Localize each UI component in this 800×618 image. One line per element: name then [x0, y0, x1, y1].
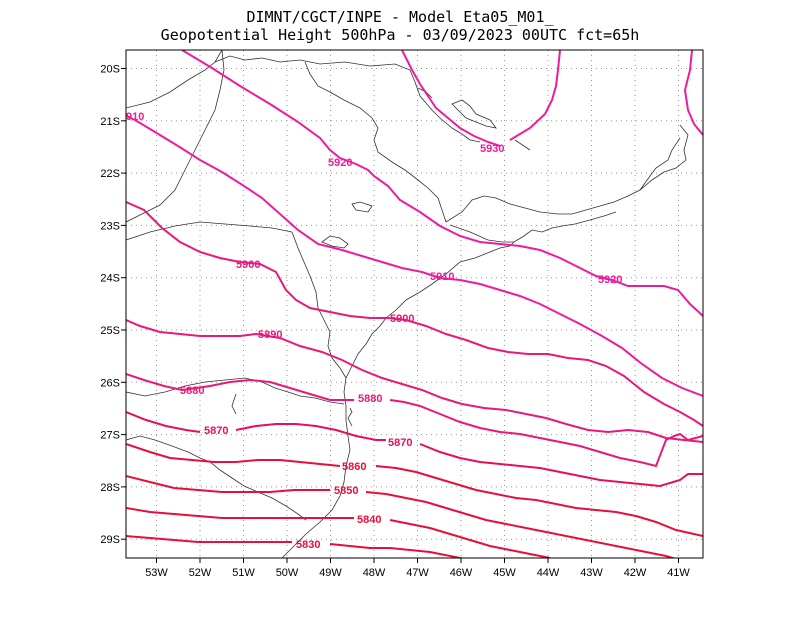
lon-label: 49W	[319, 567, 342, 579]
coastline-and-borders	[126, 50, 689, 558]
contour-5930-far-east	[683, 50, 703, 136]
lat-label: 27S	[100, 430, 120, 442]
longitude-labels: 53W 52W 51W 50W 49W 48W 47W 46W 45W 44W 43W 42W 41W	[145, 567, 690, 579]
contour-label-group: 910 5930 5920 5910 5920 5900 5900 5890 5…	[126, 111, 622, 551]
contour-5860-east	[375, 465, 703, 537]
contour-label: 5880	[358, 393, 382, 405]
map-title-line1: DIMNT/CGCT/INPE - Model Eta05_M01_	[246, 8, 554, 26]
contour-label: 5910	[430, 271, 454, 283]
lon-label: 50W	[276, 567, 299, 579]
contour-5890	[126, 319, 703, 443]
lat-label: 22S	[100, 168, 120, 180]
lat-label: 20S	[100, 64, 120, 76]
contour-5900	[126, 201, 703, 427]
lon-label: 48W	[363, 567, 386, 579]
lat-label: 29S	[100, 534, 120, 546]
contour-5930-west	[401, 50, 501, 147]
map-title-line2: Geopotential Height 500hPa - 03/09/2023 …	[160, 26, 640, 44]
contour-label: 5850	[334, 485, 358, 497]
lat-label: 26S	[100, 377, 120, 389]
contour-5850-west	[126, 475, 330, 493]
lat-label: 24S	[100, 273, 120, 285]
contour-5850-east	[365, 491, 677, 558]
contour-5870-east	[419, 443, 703, 488]
lat-lon-grid	[126, 50, 703, 558]
contour-label: 5890	[258, 329, 282, 341]
contour-5830-east	[329, 543, 466, 558]
contour-label: 5840	[357, 514, 381, 526]
contour-5840-east	[389, 519, 551, 558]
contour-label: 5920	[328, 157, 352, 169]
lon-label: 43W	[580, 567, 603, 579]
lon-label: 47W	[406, 567, 429, 579]
lon-label: 42W	[624, 567, 647, 579]
map-frame	[125, 49, 704, 559]
lon-label: 52W	[189, 567, 212, 579]
contour-label: 5870	[388, 437, 412, 449]
contour-label: 5880	[180, 385, 204, 397]
lon-label: 51W	[232, 567, 255, 579]
contour-5870-mid	[235, 423, 386, 441]
lon-label: 44W	[537, 567, 560, 579]
contour-label: 5900	[390, 313, 414, 325]
contour-label: 5920	[598, 274, 622, 286]
contour-label: 5930	[480, 143, 504, 155]
contour-5880-east	[389, 399, 703, 468]
contour-label: 5830	[296, 539, 320, 551]
contour-5830-west	[126, 535, 292, 543]
lon-label: 41W	[667, 567, 690, 579]
lon-label: 45W	[493, 567, 516, 579]
contour-5930-east	[509, 50, 561, 141]
contour-label: 910	[126, 111, 144, 123]
contour-5920	[181, 50, 703, 317]
latitude-labels: 20S 21S 22S 23S 24S 25S 26S 27S 28S 29S	[100, 64, 120, 547]
contour-label: 5870	[204, 425, 228, 437]
lon-label: 46W	[450, 567, 473, 579]
lat-label: 23S	[100, 220, 120, 232]
contour-label: 5860	[342, 461, 366, 473]
lat-label: 25S	[100, 325, 120, 337]
lat-label: 28S	[100, 482, 120, 494]
contour-5870-west	[126, 411, 201, 433]
contour-5840-west	[126, 507, 354, 519]
geopotential-contours	[126, 50, 703, 558]
lat-label: 21S	[100, 116, 120, 128]
contour-5910	[126, 115, 703, 397]
axis-ticks	[121, 68, 679, 563]
contour-5860-west	[126, 443, 341, 467]
contour-5880-west	[126, 373, 354, 401]
lon-label: 53W	[145, 567, 168, 579]
contour-label: 5900	[236, 259, 260, 271]
